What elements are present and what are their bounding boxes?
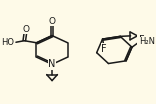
Text: O: O: [49, 17, 56, 26]
Text: N: N: [48, 59, 56, 69]
Text: O: O: [22, 25, 29, 34]
Text: F: F: [101, 44, 107, 54]
Text: H₂N: H₂N: [139, 37, 156, 46]
Text: HO: HO: [1, 38, 14, 47]
Text: F: F: [139, 35, 144, 45]
